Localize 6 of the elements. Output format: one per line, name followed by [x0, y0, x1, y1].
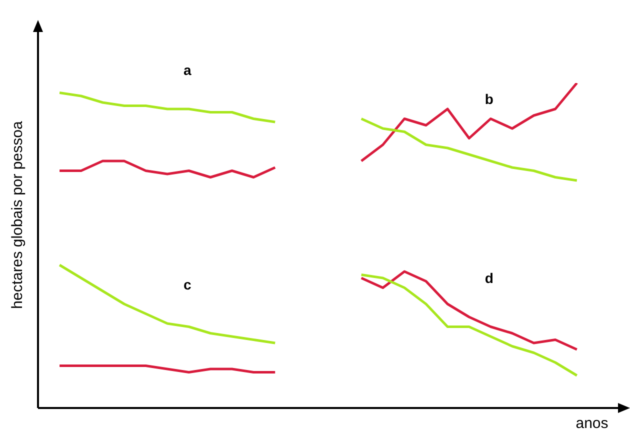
- annotation: b: [484, 91, 494, 108]
- annotation: d: [484, 270, 494, 286]
- annotation: c: [183, 276, 192, 292]
- text: a: [183, 62, 192, 78]
- y-axis-title: hectares globais por pessoa: [9, 120, 26, 309]
- x-axis-title: anos: [576, 415, 608, 432]
